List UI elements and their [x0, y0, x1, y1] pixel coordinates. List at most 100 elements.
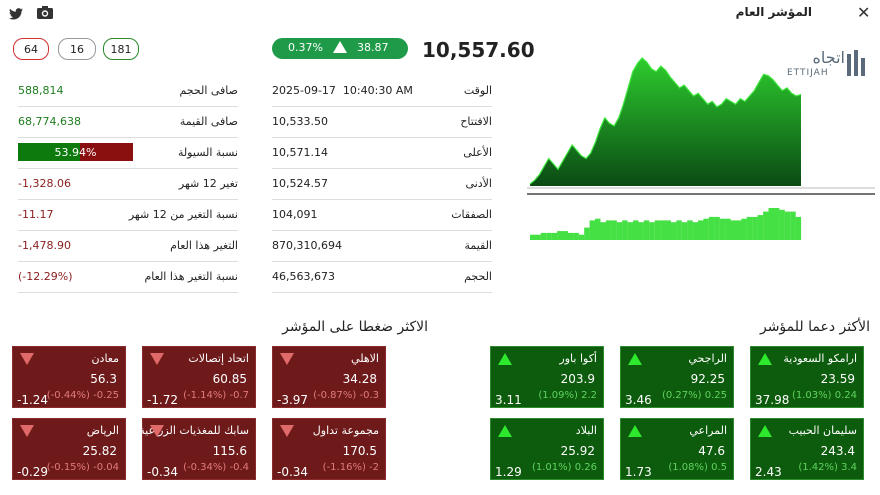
volume-bar [660, 220, 666, 240]
supporting-stock-tile[interactable]: سليمان الحبيب 243.4 (1.42%) 3.4 2.43 [750, 418, 864, 480]
advancing-count-badge: 181 [103, 38, 139, 60]
table-row: 10,571.14 الأعلى [272, 138, 492, 169]
arrow-up-icon [627, 424, 643, 441]
stock-name: الراجحي [688, 352, 727, 365]
volume-bar [757, 215, 764, 240]
stock-name: اتحاد إتصالات [188, 352, 249, 365]
index-impact: 2.43 [755, 465, 782, 479]
stock-change: (0.27%) 0.25 [661, 390, 727, 401]
low-value: 10,524.57 [272, 177, 328, 190]
stock-name: المراعي [689, 424, 727, 437]
table-row: 2025-09-17 10:40:30 AM الوقت [272, 76, 492, 107]
arrow-down-icon [19, 352, 35, 369]
supporting-stock-tile[interactable]: الراجحي 92.25 (0.27%) 0.25 3.46 [620, 346, 734, 408]
volume-bar [540, 232, 547, 240]
stock-name: ارامكو السعودية [783, 352, 857, 365]
table-row: (-12.29%) نسبة التغير هذا العام [18, 262, 238, 293]
arrow-up-icon [497, 424, 513, 441]
volume-bar [746, 216, 753, 240]
volume-bar [730, 220, 736, 240]
table-row: 46,563,673 الحجم [272, 262, 492, 293]
index-impact: -0.34 [277, 465, 309, 479]
stock-name: الرياض [86, 424, 119, 437]
supporting-stock-tile[interactable]: أكوا باور 203.9 (1.09%) 2.2 3.11 [490, 346, 604, 408]
net-volume-value: 588,814 [18, 84, 64, 97]
pressuring-stock-tile[interactable]: الاهلي 34.28 (-0.87%) -0.3 -3.97 [272, 346, 386, 408]
stock-change: (1.42%) 3.4 [798, 462, 857, 473]
volume-bar [703, 218, 709, 240]
stock-change: (1.08%) 0.5 [668, 462, 727, 473]
arrow-up-icon [497, 352, 513, 369]
stock-name: سليمان الحبيب [788, 424, 857, 437]
value-traded-label: القيمة [464, 239, 492, 252]
table-row: 10,533.50 الافتتاح [272, 107, 492, 138]
liquidity-label: نسبة السيولة [177, 146, 238, 159]
stock-name: سابك للمغذيات الزراعية [139, 424, 249, 437]
volume-value: 46,563,673 [272, 270, 335, 283]
liquidity-bar-fill [18, 143, 81, 161]
stock-name: معادن [91, 352, 119, 365]
change-pct-12m-value: -11.17 [18, 208, 54, 221]
change-12m-label: تغير 12 شهر [178, 177, 238, 190]
volume-bar [779, 209, 785, 240]
stock-price: 243.4 [820, 444, 855, 458]
volume-bar [719, 218, 726, 240]
chart-svg [527, 57, 875, 240]
stock-price: 56.3 [90, 372, 117, 386]
change-pct-ytd-value: (-12.29%) [18, 270, 73, 283]
volume-bar [795, 216, 802, 240]
time-label: الوقت [463, 84, 492, 97]
stock-change: (1.01%) 0.26 [531, 462, 597, 473]
volume-label: الحجم [464, 270, 492, 283]
index-impact: -1.72 [147, 393, 179, 407]
volume-bar [773, 208, 780, 240]
supporting-stock-tile[interactable]: البلاد 25.92 (1.01%) 0.26 1.29 [490, 418, 604, 480]
stock-change: (1.03%) 0.24 [791, 390, 857, 401]
pressuring-stock-tile[interactable]: سابك للمغذيات الزراعية 115.6 (-0.34%) -0.4… [139, 418, 256, 480]
volume-bar [589, 220, 596, 240]
volume-bar [670, 222, 677, 240]
stock-name: الاهلي [351, 352, 379, 365]
stock-change: (-0.87%) -0.3 [313, 390, 379, 401]
index-impact: -3.97 [277, 393, 309, 407]
volume-bar [546, 232, 552, 240]
change-pct-ytd-label: نسبة التغير هذا العام [144, 270, 238, 283]
volume-bar [687, 220, 693, 240]
net-value-value: 68,774,638 [18, 115, 81, 128]
pressuring-stock-tile[interactable]: مجموعة تداول 170.5 (-1.16%) -2 -0.34 [272, 418, 386, 480]
volume-bar [638, 222, 644, 240]
liquidity-value: 53.94% [54, 146, 97, 159]
index-impact: 37.98 [755, 393, 790, 407]
arrow-down-icon [279, 424, 295, 441]
close-icon[interactable]: ✕ [857, 3, 871, 22]
pressuring-stock-tile[interactable]: معادن 56.3 (-0.44%) -0.25 -1.24 [12, 346, 126, 408]
pressuring-section-title: الاكثر ضغطا على المؤشر [282, 319, 428, 335]
volume-bar [616, 222, 623, 240]
volume-bar [736, 220, 742, 240]
index-impact: 1.29 [495, 465, 522, 479]
stock-price: 25.82 [82, 444, 117, 458]
price-line [529, 57, 802, 185]
volume-bar [562, 231, 568, 240]
arrow-down-icon [149, 352, 165, 369]
camera-icon[interactable] [37, 4, 53, 23]
volume-bar [784, 211, 791, 240]
volume-bar [763, 211, 769, 240]
pressuring-stock-tile[interactable]: الرياض 25.82 (-0.15%) -0.04 -0.29 [12, 418, 126, 480]
arrow-up-icon [332, 40, 348, 57]
pressuring-stock-tile[interactable]: اتحاد إتصالات 60.85 (-1.14%) -0.7 -1.72 [142, 346, 256, 408]
index-impact: 1.73 [625, 465, 652, 479]
table-row: 588,814 صافى الحجم [18, 76, 238, 107]
volume-bar [578, 234, 585, 240]
supporting-stock-tile[interactable]: المراعي 47.6 (1.08%) 0.5 1.73 [620, 418, 734, 480]
volume-bar [790, 211, 796, 240]
twitter-icon[interactable] [9, 5, 23, 24]
supporting-stock-tile[interactable]: ارامكو السعودية 23.59 (1.03%) 0.24 37.98 [750, 346, 864, 408]
index-impact: -0.34 [147, 465, 179, 479]
volume-bar [573, 232, 579, 240]
arrow-down-icon [149, 424, 165, 441]
volume-bar [708, 216, 715, 240]
change-ytd-value: -1,478.90 [18, 239, 71, 252]
volume-bar [535, 234, 541, 240]
volume-bar [584, 227, 590, 240]
